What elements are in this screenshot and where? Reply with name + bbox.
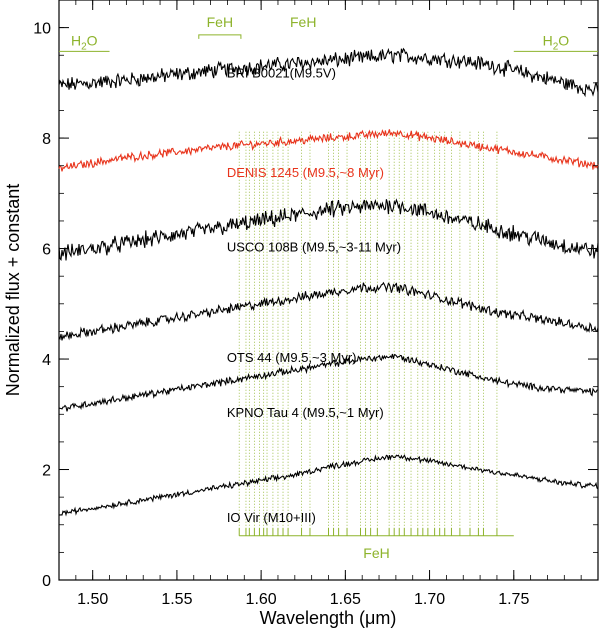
y-tick-label-5: 10 (33, 21, 51, 38)
series-label-1: DENIS 1245 (M9.5,~8 Myr) (227, 165, 384, 180)
spectra-series (58, 47, 599, 517)
h2o-right-label: H2O (543, 32, 570, 52)
feh-line-markers: FeH (238, 130, 514, 561)
y-tick-label-2: 4 (42, 352, 51, 369)
x-axis-title: Wavelength (μm) (260, 608, 397, 628)
series-line-1 (58, 129, 599, 172)
x-tick-label-5: 1.75 (498, 591, 529, 608)
x-tick-label-3: 1.65 (330, 591, 361, 608)
series-label-4: KPNO Tau 4 (M9.5,~1 Myr) (227, 405, 384, 420)
series-label-5: IO Vir (M10+III) (227, 510, 316, 525)
x-tick-label-2: 1.60 (246, 591, 277, 608)
feh-top-2-label: FeH (290, 14, 316, 30)
feature-annotations: H2O FeH FeH H2O (59, 14, 598, 52)
series-label-0: BRI B0021(M9.5V) (227, 65, 336, 80)
y-axis-title: Normalized flux + constant (3, 184, 23, 397)
series-line-2 (58, 198, 599, 262)
series-line-5 (58, 454, 599, 517)
x-tick-label-4: 1.70 (414, 591, 445, 608)
x-tick-label-0: 1.50 (77, 591, 108, 608)
feh-main-label: FeH (363, 545, 389, 561)
spectrum-labels: BRI B0021(M9.5V) DENIS 1245 (M9.5,~8 Myr)… (227, 65, 401, 525)
series-label-3: OTS 44 (M9.5,~3 Myr) (227, 350, 357, 365)
y-tick-label-1: 2 (42, 463, 51, 480)
series-line-4 (58, 353, 599, 412)
h2o-left-label: H2O (71, 32, 98, 52)
y-axis-ticks: 0 2 4 6 8 10 (33, 0, 598, 590)
series-label-2: USCO 108B (M9.5,~3-11 Myr) (227, 239, 401, 254)
x-tick-label-1: 1.55 (161, 591, 192, 608)
feh-top-1-bracket (198, 34, 242, 39)
y-tick-label-0: 0 (42, 573, 51, 590)
series-line-0 (58, 47, 599, 98)
y-tick-label-4: 8 (42, 131, 51, 148)
x-axis-ticks: 1.50 1.55 1.60 1.65 1.70 1.75 (58, 0, 599, 608)
feh-top-1-label: FeH (207, 14, 233, 30)
series-line-3 (58, 281, 599, 341)
y-tick-label-3: 6 (42, 242, 51, 259)
